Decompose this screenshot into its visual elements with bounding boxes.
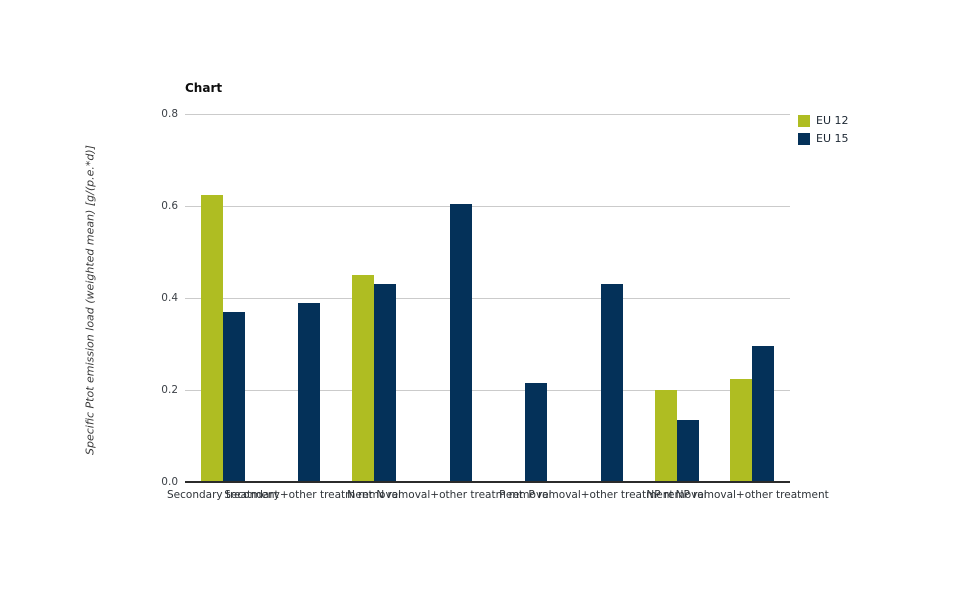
legend-item: EU 15 — [798, 133, 849, 145]
gridline — [185, 114, 790, 115]
bar-eu-15 — [752, 346, 775, 482]
x-axis-label: P removal — [499, 489, 552, 501]
legend-label: EU 12 — [816, 114, 849, 127]
bar-eu-15 — [676, 419, 699, 482]
x-axis-line — [185, 481, 790, 483]
x-axis-label: N removal — [347, 489, 402, 501]
bar-eu-15 — [525, 383, 548, 482]
legend: EU 12 EU 15 — [798, 115, 849, 151]
bar-eu-15 — [222, 311, 245, 482]
gridline — [185, 206, 790, 207]
gridline — [185, 390, 790, 391]
gridline — [185, 298, 790, 299]
bar-eu-12 — [200, 194, 223, 482]
bar-eu-15 — [449, 203, 472, 482]
bar-eu-15 — [298, 302, 321, 482]
x-axis-label: Secondary+other treatment — [224, 489, 373, 501]
y-tick-label: 0.4 — [161, 292, 178, 304]
x-axis-label: NP removal — [646, 489, 707, 501]
y-tick-label: 0.8 — [161, 108, 178, 120]
legend-label: EU 15 — [816, 132, 849, 145]
legend-swatch-icon — [798, 115, 810, 127]
x-axis-label: N removal+other treatment — [376, 489, 524, 501]
bar-eu-15 — [374, 284, 397, 482]
legend-swatch-icon — [798, 133, 810, 145]
y-tick-label: 0.6 — [161, 200, 178, 212]
bar-eu-12 — [730, 378, 753, 482]
bar-eu-12 — [352, 275, 375, 482]
x-axis-label: P removal+other treatment — [528, 489, 674, 501]
x-axis-label: Secondary treatment — [167, 489, 279, 501]
bar-eu-15 — [600, 284, 623, 482]
legend-item: EU 12 — [798, 115, 849, 127]
chart-title: Chart — [185, 81, 223, 95]
y-tick-label: 0.2 — [161, 384, 178, 396]
x-axis-label: NP removal+other treatment — [675, 489, 829, 501]
y-axis-title: Specific Ptot emission load (weighted me… — [83, 145, 97, 455]
y-tick-label: 0.0 — [161, 476, 178, 488]
bar-eu-12 — [654, 390, 677, 482]
